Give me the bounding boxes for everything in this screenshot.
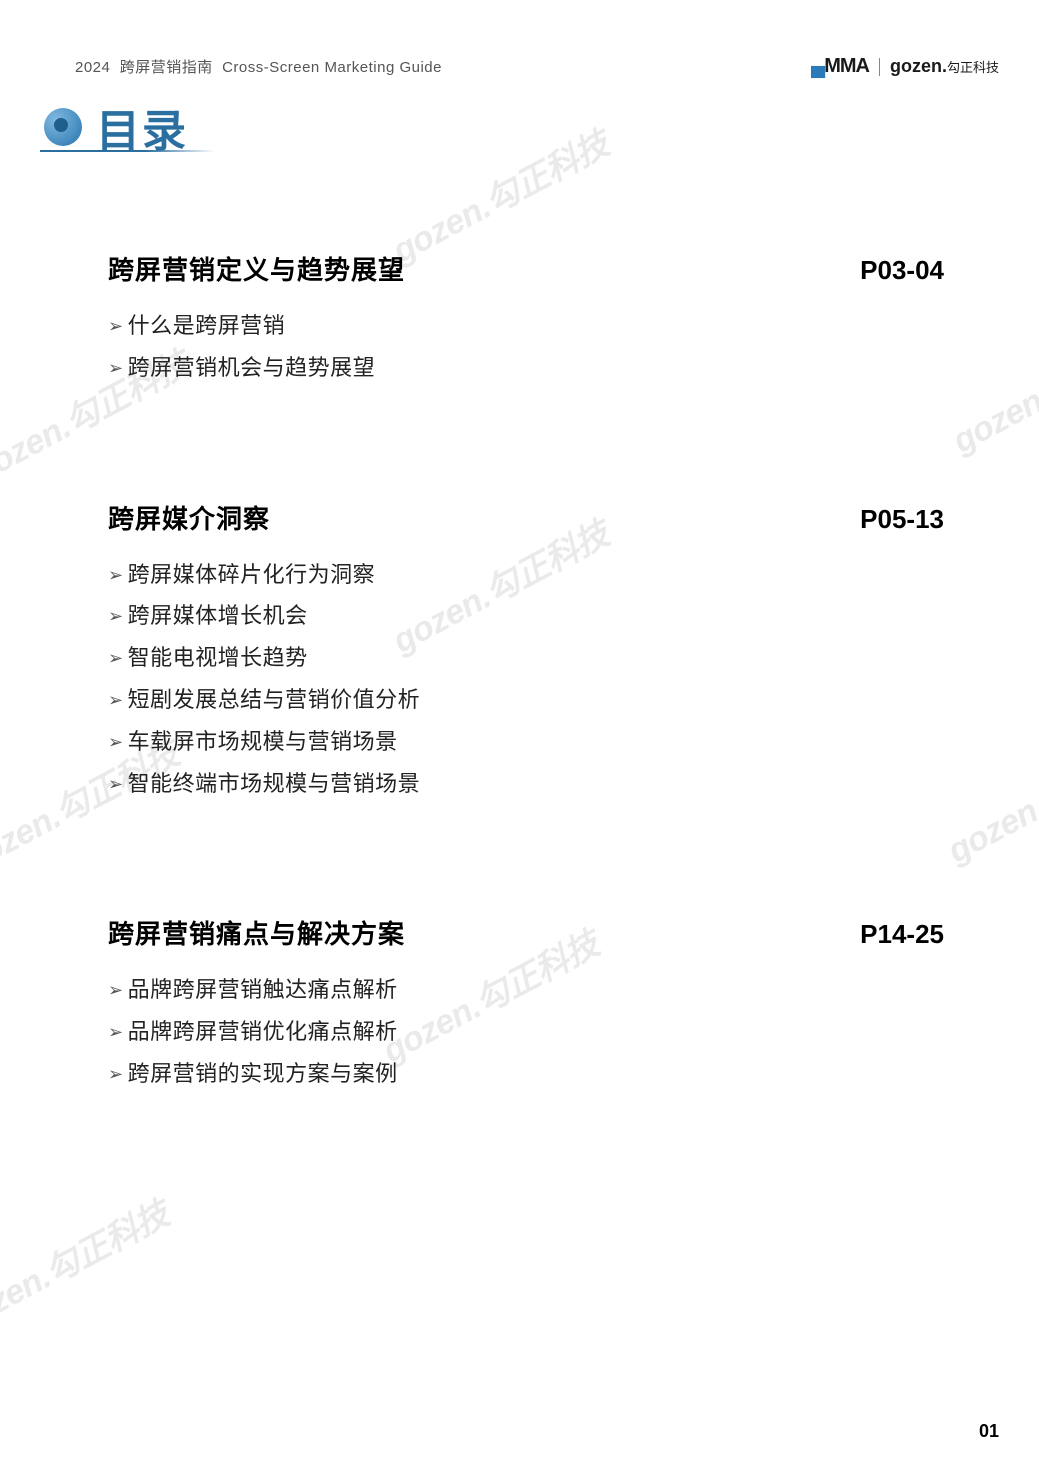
page-number: 01 [979, 1421, 999, 1442]
toc-item: ➢品牌跨屏营销优化痛点解析 [108, 1011, 944, 1053]
logo-gozen-wrap: gozen.勾正科技 [890, 56, 999, 77]
toc-section: 跨屏营销痛点与解决方案P14-25➢品牌跨屏营销触达痛点解析➢品牌跨屏营销优化痛… [108, 914, 944, 1094]
section-pages: P05-13 [860, 504, 944, 535]
title-bullet-icon [40, 104, 86, 150]
toc-item: ➢什么是跨屏营销 [108, 305, 944, 347]
table-of-contents: 跨屏营销定义与趋势展望P03-04➢什么是跨屏营销➢跨屏营销机会与趋势展望跨屏媒… [108, 250, 944, 1205]
arrow-icon: ➢ [108, 973, 124, 1007]
toc-item-label: 跨屏营销的实现方案与案例 [128, 1061, 398, 1086]
arrow-icon: ➢ [108, 683, 124, 717]
toc-item-label: 智能终端市场规模与营销场景 [128, 771, 421, 796]
section-title: 跨屏营销痛点与解决方案 [108, 914, 405, 951]
watermark: gozen.勾正科技 [0, 1187, 176, 1342]
arrow-icon: ➢ [108, 1015, 124, 1049]
toc-section: 跨屏媒介洞察P05-13➢跨屏媒体碎片化行为洞察➢跨屏媒体增长机会➢智能电视增长… [108, 499, 944, 805]
section-head: 跨屏营销痛点与解决方案 P14-25 [108, 914, 944, 951]
guide-en: Cross-Screen Marketing Guide [222, 59, 442, 76]
toc-item: ➢跨屏媒体碎片化行为洞察 [108, 554, 944, 596]
arrow-icon: ➢ [108, 1057, 124, 1091]
toc-item-label: 智能电视增长趋势 [128, 645, 308, 670]
watermark: gozen.勾正科技 [942, 307, 1039, 462]
toc-item: ➢智能电视增长趋势 [108, 637, 944, 679]
section-title: 跨屏媒介洞察 [108, 499, 270, 536]
toc-item: ➢跨屏营销的实现方案与案例 [108, 1053, 944, 1095]
arrow-icon: ➢ [108, 309, 124, 343]
header-logos: ▄MMA gozen.勾正科技 [811, 55, 999, 78]
header-guide-label: 2024 跨屏营销指南 Cross-Screen Marketing Guide [75, 56, 442, 77]
arrow-icon: ➢ [108, 558, 124, 592]
toc-item: ➢跨屏媒体增长机会 [108, 595, 944, 637]
section-pages: P14-25 [860, 919, 944, 950]
toc-item: ➢车载屏市场规模与营销场景 [108, 721, 944, 763]
arrow-icon: ➢ [108, 641, 124, 675]
toc-item-label: 短剧发展总结与营销价值分析 [128, 687, 421, 712]
section-head: 跨屏媒介洞察 P05-13 [108, 499, 944, 536]
section-head: 跨屏营销定义与趋势展望 P03-04 [108, 250, 944, 287]
toc-item: ➢短剧发展总结与营销价值分析 [108, 679, 944, 721]
watermark: gozen.勾正科技 [382, 117, 616, 272]
guide-year: 2024 [75, 59, 110, 76]
title-underline [40, 150, 215, 152]
toc-item-label: 跨屏媒体碎片化行为洞察 [128, 562, 376, 587]
arrow-icon: ➢ [108, 725, 124, 759]
toc-item: ➢品牌跨屏营销触达痛点解析 [108, 969, 944, 1011]
logo-mma: ▄MMA [811, 55, 869, 78]
header-bar: 2024 跨屏营销指南 Cross-Screen Marketing Guide… [75, 55, 999, 78]
logo-gozen: gozen. [890, 56, 947, 76]
arrow-icon: ➢ [108, 767, 124, 801]
toc-item-label: 跨屏营销机会与趋势展望 [128, 355, 376, 380]
arrow-icon: ➢ [108, 351, 124, 385]
section-title: 跨屏营销定义与趋势展望 [108, 250, 405, 287]
logo-divider [879, 58, 880, 76]
toc-item-label: 品牌跨屏营销优化痛点解析 [128, 1019, 398, 1044]
toc-item: ➢智能终端市场规模与营销场景 [108, 763, 944, 805]
watermark: gozen.勾正科技 [937, 717, 1039, 872]
toc-item-label: 车载屏市场规模与营销场景 [128, 729, 398, 754]
guide-cn: 跨屏营销指南 [120, 59, 213, 76]
toc-item-label: 品牌跨屏营销触达痛点解析 [128, 977, 398, 1002]
toc-item-label: 跨屏媒体增长机会 [128, 603, 308, 628]
toc-item: ➢跨屏营销机会与趋势展望 [108, 347, 944, 389]
arrow-icon: ➢ [108, 599, 124, 633]
logo-gozen-cn: 勾正科技 [947, 60, 999, 75]
section-pages: P03-04 [860, 255, 944, 286]
toc-section: 跨屏营销定义与趋势展望P03-04➢什么是跨屏营销➢跨屏营销机会与趋势展望 [108, 250, 944, 389]
toc-item-label: 什么是跨屏营销 [128, 313, 286, 338]
